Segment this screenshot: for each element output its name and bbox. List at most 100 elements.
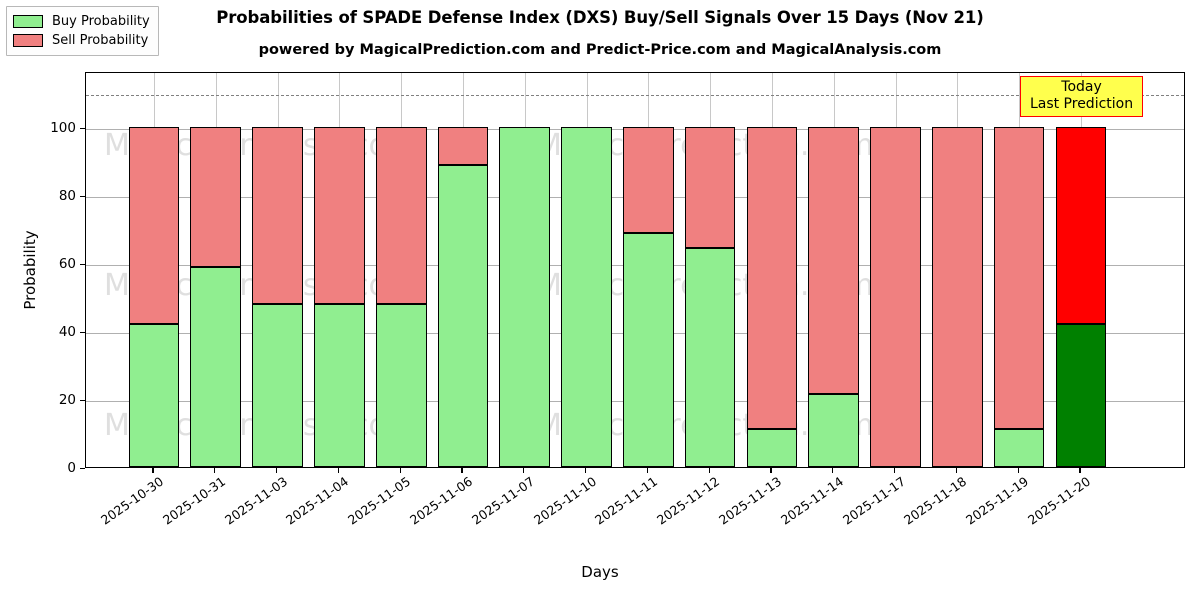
bar-segment-buy — [684, 248, 736, 467]
x-tick-label-2025-11-20: 2025-11-20 — [1024, 473, 1094, 528]
y-axis-label: Probability — [21, 230, 39, 310]
x-tick-mark — [461, 468, 463, 473]
bar-segment-sell — [808, 127, 860, 394]
y-tick-mark — [80, 264, 85, 266]
today-annotation: Today Last Prediction — [1019, 76, 1144, 117]
bar-segment-sell — [314, 127, 365, 304]
bar-segment-sell — [993, 127, 1045, 429]
x-tick-label-2025-11-17: 2025-11-17 — [839, 473, 908, 528]
legend-swatch-sell-icon — [13, 34, 43, 47]
x-tick-label-2025-11-18: 2025-11-18 — [901, 473, 970, 528]
bar-segment-sell — [252, 127, 303, 304]
bar-2025-11-07[interactable] — [499, 73, 551, 467]
legend-item-buy[interactable]: Buy Probability — [13, 12, 150, 31]
x-tick-label-2025-11-07: 2025-11-07 — [468, 473, 537, 528]
x-tick-label-2025-11-19: 2025-11-19 — [963, 473, 1032, 528]
bar-2025-10-31[interactable] — [190, 73, 242, 467]
y-tick-label-60: 60 — [58, 256, 76, 272]
x-tick-mark — [399, 468, 401, 473]
bar-2025-11-14[interactable] — [808, 73, 860, 467]
x-tick-mark — [646, 468, 649, 473]
bar-segment-sell — [684, 127, 736, 249]
bar-2025-11-10[interactable] — [561, 73, 612, 467]
y-tick-mark — [80, 332, 85, 334]
x-tick-mark — [894, 468, 896, 473]
legend-item-sell[interactable]: Sell Probability — [13, 31, 150, 50]
x-tick-mark — [770, 468, 772, 473]
x-tick-label-2025-11-13: 2025-11-13 — [715, 473, 785, 528]
x-tick-mark — [708, 468, 710, 473]
bar-segment-buy — [314, 303, 365, 467]
bar-segment-sell — [128, 127, 180, 325]
x-tick-mark — [337, 468, 340, 473]
x-tick-mark — [585, 468, 587, 473]
bar-2025-11-20[interactable] — [1055, 73, 1107, 467]
bar-segment-buy — [128, 324, 180, 467]
x-tick-label-2025-11-14: 2025-11-14 — [777, 473, 846, 528]
bar-segment-buy — [746, 428, 798, 467]
today-line-2: Last Prediction — [1029, 96, 1134, 112]
chart-subtitle: powered by MagicalPrediction.com and Pre… — [258, 42, 942, 58]
bar-segment-buy — [375, 303, 427, 467]
x-axis-label: Days — [581, 563, 619, 581]
x-tick-mark — [832, 468, 834, 473]
bar-segment-sell — [1055, 127, 1107, 324]
bar-segment-buy — [437, 165, 489, 467]
x-tick-mark — [152, 468, 154, 473]
chart-legend: Buy Probability Sell Probability — [6, 6, 159, 56]
legend-swatch-buy-icon — [13, 15, 43, 28]
x-tick-mark — [1079, 468, 1081, 473]
bar-segment-sell — [190, 127, 242, 268]
chart-title: Probabilities of SPADE Defense Index (DX… — [216, 8, 984, 27]
bar-segment-sell — [746, 127, 798, 429]
bar-segment-sell — [375, 127, 427, 304]
x-tick-label-2025-11-04: 2025-11-04 — [283, 473, 352, 528]
x-tick-label-2025-11-10: 2025-11-10 — [530, 473, 599, 528]
x-tick-mark — [214, 468, 216, 473]
x-tick-label-2025-11-03: 2025-11-03 — [221, 473, 290, 528]
bar-2025-11-13[interactable] — [746, 73, 798, 467]
y-tick-label-100: 100 — [50, 120, 76, 136]
y-tick-mark — [80, 400, 85, 402]
y-tick-label-0: 0 — [67, 460, 76, 476]
bar-segment-buy — [1055, 323, 1107, 467]
y-tick-mark — [80, 196, 85, 198]
x-tick-label-2025-11-06: 2025-11-06 — [406, 473, 476, 528]
bar-segment-buy — [561, 127, 612, 467]
bar-2025-11-19[interactable] — [993, 73, 1045, 467]
today-line-1: Today — [1061, 79, 1102, 95]
x-tick-label-2025-10-31: 2025-10-31 — [159, 473, 228, 528]
plot-area: MagicalAnalysis.comMagicalPrediction.com… — [85, 72, 1185, 468]
bar-segment-sell — [932, 127, 983, 467]
x-tick-mark — [955, 468, 958, 473]
bar-2025-11-03[interactable] — [252, 73, 303, 467]
bar-2025-11-17[interactable] — [870, 73, 921, 467]
reference-line — [86, 95, 1184, 96]
bar-2025-11-12[interactable] — [684, 73, 736, 467]
x-tick-label-2025-11-12: 2025-11-12 — [654, 473, 723, 528]
bars-layer — [86, 73, 1184, 467]
bar-segment-buy — [808, 393, 860, 467]
bar-segment-sell — [437, 127, 489, 166]
bar-segment-buy — [499, 127, 551, 467]
bar-2025-11-18[interactable] — [932, 73, 983, 467]
bar-segment-buy — [190, 267, 242, 467]
bar-2025-11-05[interactable] — [375, 73, 427, 467]
y-tick-mark — [80, 128, 85, 130]
x-tick-mark — [523, 468, 525, 473]
bar-2025-10-30[interactable] — [128, 73, 180, 467]
y-tick-mark — [80, 468, 85, 470]
y-tick-label-20: 20 — [58, 392, 76, 408]
bar-2025-11-11[interactable] — [623, 73, 674, 467]
x-tick-mark — [1017, 468, 1019, 473]
bar-2025-11-06[interactable] — [437, 73, 489, 467]
x-tick-label-2025-10-30: 2025-10-30 — [97, 473, 167, 528]
y-tick-label-40: 40 — [58, 324, 76, 340]
bar-segment-sell — [623, 127, 674, 234]
x-tick-label-2025-11-11: 2025-11-11 — [592, 473, 661, 528]
x-tick-mark — [276, 468, 278, 473]
bar-segment-buy — [623, 233, 674, 467]
legend-label-sell: Sell Probability — [52, 33, 149, 48]
bar-2025-11-04[interactable] — [314, 73, 365, 467]
